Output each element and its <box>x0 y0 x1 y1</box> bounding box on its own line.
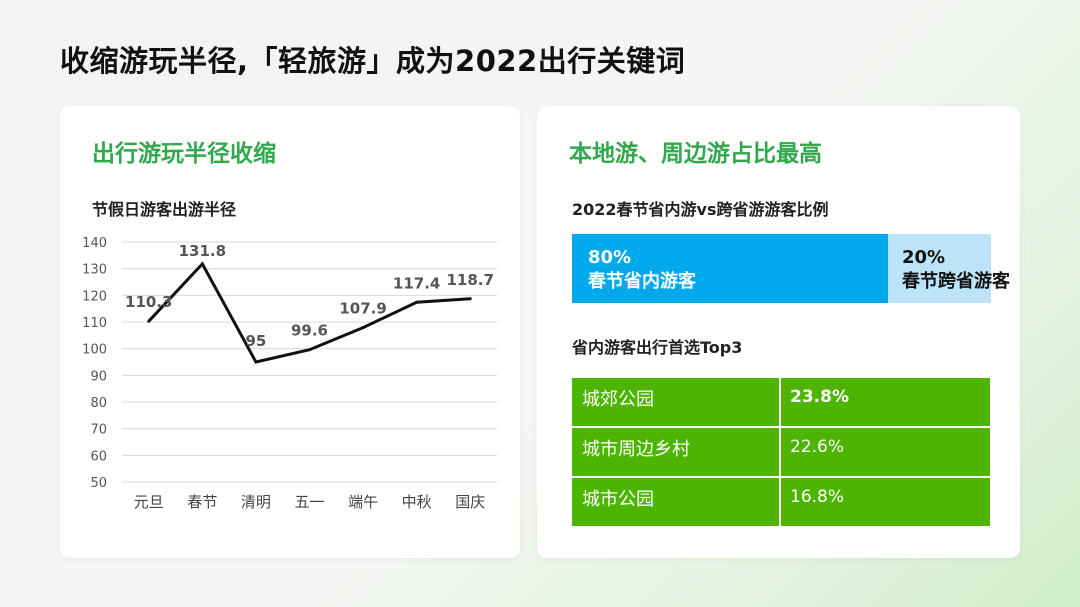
data-label: 118.7 <box>446 271 493 289</box>
top3-value: 23.8% <box>781 378 990 426</box>
y-tick-label: 90 <box>90 369 107 384</box>
x-tick-label: 国庆 <box>455 493 485 511</box>
top3-title: 省内游客出行首选Top3 <box>572 338 743 357</box>
radius-card-title: 出行游玩半径收缩 <box>92 141 276 167</box>
data-label: 99.6 <box>291 322 328 340</box>
top3-value: 16.8% <box>781 478 990 526</box>
data-point <box>308 348 311 352</box>
top3-name: 城郊公园 <box>572 378 779 426</box>
data-label: 131.8 <box>179 242 226 260</box>
radius-line-chart: 50 60 70 80 90 100 110 120 130 140 元旦 春节 清明 五一 端午 中秋 国庆 1… <box>82 236 497 511</box>
data-point <box>361 326 365 330</box>
top3-name: 城市周边乡村 <box>572 428 779 476</box>
share-segment-cross: 20% 春节跨省游客 <box>888 234 1010 303</box>
data-point <box>200 262 204 266</box>
share-title: 2022春节省内游vs跨省游游客比例 <box>572 200 829 219</box>
page-title: 收缩游玩半径,「轻旅游」成为2022出行关键词 <box>60 44 686 78</box>
share-card: 本地游、周边游占比最高 2022春节省内游vs跨省游游客比例 80% 春节省内游… <box>537 106 1020 558</box>
y-tick-label: 120 <box>82 289 107 304</box>
data-point <box>147 319 151 323</box>
y-tick-label: 60 <box>90 449 107 464</box>
radius-card: 出行游玩半径收缩 节假日游客出游半径 50 60 70 80 90 100 110 120 13… <box>60 106 520 558</box>
data-label: 95 <box>245 332 266 350</box>
x-tick-label: 端午 <box>348 493 378 511</box>
table-row: 城郊公园 23.8% <box>572 378 990 426</box>
y-tick-label: 70 <box>90 423 107 438</box>
data-point <box>468 297 472 301</box>
data-label: 110.3 <box>125 293 172 311</box>
share-card-title: 本地游、周边游占比最高 <box>569 141 822 167</box>
chart-title: 节假日游客出游半径 <box>92 200 237 219</box>
share-cross-pct: 20% <box>902 247 946 268</box>
table-row: 城市公园 16.8% <box>572 478 990 526</box>
x-tick-label: 春节 <box>187 493 217 511</box>
y-tick-label: 110 <box>82 316 107 331</box>
top3-name: 城市公园 <box>572 478 779 526</box>
data-label: 117.4 <box>393 274 440 292</box>
x-tick-label: 中秋 <box>402 493 432 511</box>
x-tick-label: 清明 <box>241 493 271 511</box>
data-label: 107.9 <box>339 300 386 318</box>
y-tick-label: 130 <box>82 263 107 278</box>
y-tick-label: 80 <box>90 396 107 411</box>
share-cross-label: 春节跨省游客 <box>902 271 1010 292</box>
top3-table: 城郊公园 23.8% 城市周边乡村 22.6% 城市公园 16.8% <box>572 378 990 528</box>
x-tick-label: 元旦 <box>134 493 164 511</box>
share-local-pct: 80% <box>588 247 632 268</box>
share-segment-local: 80% 春节省内游客 <box>572 234 888 303</box>
y-tick-label: 50 <box>90 476 107 491</box>
y-tick-label: 140 <box>82 236 107 251</box>
table-row: 城市周边乡村 22.6% <box>572 428 990 476</box>
share-bar: 80% 春节省内游客 20% 春节跨省游客 <box>572 234 1010 303</box>
data-point <box>254 360 258 364</box>
share-local-label: 春节省内游客 <box>588 271 696 292</box>
top3-value: 22.6% <box>781 428 990 476</box>
x-tick-label: 五一 <box>294 493 324 511</box>
data-point <box>415 300 419 304</box>
y-tick-label: 100 <box>82 343 107 358</box>
